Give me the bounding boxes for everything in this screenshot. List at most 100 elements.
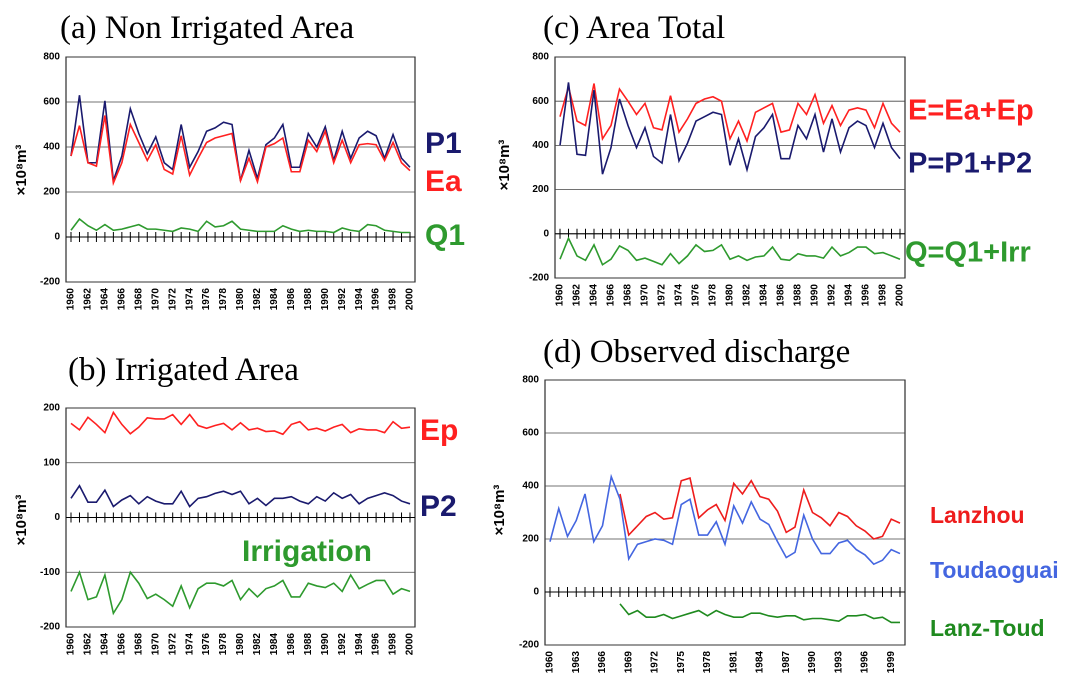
- x-tick-label: 1981: [728, 651, 739, 674]
- x-tick-label: 1970: [150, 288, 161, 311]
- x-tick-label: 1982: [252, 288, 263, 311]
- x-tick-label: 1984: [759, 284, 770, 307]
- x-tick-label: 2000: [405, 288, 416, 311]
- y-axis-label: ×10⁸m³: [491, 485, 508, 536]
- x-tick-label: 1980: [725, 284, 736, 307]
- series-label: Toudaoguai: [930, 557, 1059, 583]
- plot-area: [65, 56, 416, 283]
- x-tick-label: 1998: [388, 288, 399, 311]
- x-tick-label: 1976: [201, 288, 212, 311]
- chart-title: (b) Irrigated Area: [68, 352, 299, 388]
- x-tick-label: 1960: [66, 288, 77, 311]
- x-tick-label: 1966: [116, 288, 127, 311]
- series-line: [559, 236, 901, 266]
- x-tick-label: 1960: [555, 284, 566, 307]
- x-tick-label: 1987: [781, 651, 792, 674]
- y-tick-label: 600: [532, 96, 549, 107]
- x-tick-label: 1970: [640, 284, 651, 307]
- x-tick-label: 1996: [860, 651, 871, 674]
- x-tick-label: 1974: [184, 288, 195, 311]
- y-axis-label: ×10⁸m³: [13, 145, 30, 196]
- x-tick-label: 1978: [218, 633, 229, 656]
- x-tick-label: 1968: [133, 633, 144, 656]
- x-tick-label: 1990: [320, 288, 331, 311]
- x-tick-label: 1978: [218, 288, 229, 311]
- y-tick-label: -200: [519, 640, 539, 651]
- plot-area: [544, 379, 906, 646]
- x-tick-label: 1988: [793, 284, 804, 307]
- x-tick-label: 1986: [286, 288, 297, 311]
- series-line: [619, 477, 901, 540]
- x-tick-label: 2000: [405, 633, 416, 656]
- panel: (c) Area Total ×10⁸m³ -200 0 200 400 600 800 196…: [496, 10, 1034, 306]
- x-tick-label: 1976: [201, 633, 212, 656]
- x-tick-label: 1999: [886, 651, 897, 674]
- x-tick-label: 1972: [167, 633, 178, 656]
- series-label: P1: [425, 127, 462, 160]
- x-tick-label: 1969: [623, 651, 634, 674]
- y-tick-label: 0: [54, 232, 60, 243]
- series-line: [70, 115, 411, 187]
- series-line: [559, 83, 901, 144]
- y-tick-label: -200: [40, 277, 60, 288]
- x-tick-label: 1988: [303, 288, 314, 311]
- x-tick-label: 1964: [589, 284, 600, 307]
- x-tick-label: 1960: [545, 651, 556, 674]
- x-tick-label: 1992: [337, 633, 348, 656]
- x-tick-label: 1972: [657, 284, 668, 307]
- series-label: Lanz-Toud: [930, 615, 1045, 641]
- y-tick-label: 200: [43, 403, 60, 414]
- y-tick-label: 200: [43, 187, 60, 198]
- series-label: E=Ea+Ep: [908, 95, 1034, 127]
- x-tick-label: 1966: [116, 633, 127, 656]
- x-tick-label: 1986: [776, 284, 787, 307]
- panel: (b) Irrigated Area ×10⁸m³ -200 -100 0 100 200 1…: [13, 352, 458, 655]
- series-line: [70, 217, 410, 234]
- y-tick-label: 400: [43, 142, 60, 153]
- x-tick-label: 1994: [354, 288, 365, 311]
- y-tick-label: 100: [43, 457, 60, 468]
- x-tick-label: 1962: [572, 284, 583, 307]
- x-tick-label: 1962: [83, 633, 94, 656]
- y-tick-label: 0: [54, 512, 60, 523]
- x-tick-label: 1993: [833, 651, 844, 674]
- y-tick-label: 200: [522, 534, 539, 545]
- x-tick-label: 1984: [269, 633, 280, 656]
- x-tick-label: 1980: [235, 288, 246, 311]
- y-tick-label: 600: [43, 97, 60, 108]
- series-line: [70, 410, 411, 436]
- x-tick-label: 1994: [844, 284, 855, 307]
- x-tick-label: 1974: [674, 284, 685, 307]
- x-tick-label: 1972: [167, 288, 178, 311]
- x-tick-label: 1990: [810, 284, 821, 307]
- y-tick-label: -200: [40, 622, 60, 633]
- x-tick-label: 1964: [100, 288, 111, 311]
- y-tick-label: 800: [532, 52, 549, 63]
- x-tick-label: 1978: [708, 284, 719, 307]
- panel: (a) Non Irrigated Area ×10⁸m³ -200 0 200 400 6…: [13, 10, 465, 310]
- x-tick-label: 1962: [83, 288, 94, 311]
- plot-area: [554, 56, 906, 279]
- series-label: Q=Q1+Irr: [905, 237, 1031, 269]
- y-tick-label: 0: [533, 587, 539, 598]
- series-line: [70, 484, 411, 508]
- x-tick-label: 1966: [606, 284, 617, 307]
- series-line: [549, 473, 901, 566]
- y-tick-label: 0: [543, 228, 549, 239]
- y-axis-label: ×10⁸m³: [13, 495, 30, 546]
- x-tick-label: 1974: [184, 633, 195, 656]
- x-tick-label: 1998: [388, 633, 399, 656]
- series-label: Lanzhou: [930, 502, 1025, 528]
- chart-title: (c) Area Total: [543, 10, 725, 46]
- x-tick-label: 2000: [895, 284, 906, 307]
- series-label: P=P1+P2: [908, 148, 1032, 180]
- x-tick-label: 1988: [303, 633, 314, 656]
- y-tick-label: 800: [43, 52, 60, 63]
- x-tick-label: 1978: [702, 651, 713, 674]
- y-tick-label: 800: [522, 375, 539, 386]
- x-tick-label: 1992: [827, 284, 838, 307]
- x-tick-label: 1963: [571, 651, 582, 674]
- x-tick-label: 1986: [286, 633, 297, 656]
- x-tick-label: 1996: [861, 284, 872, 307]
